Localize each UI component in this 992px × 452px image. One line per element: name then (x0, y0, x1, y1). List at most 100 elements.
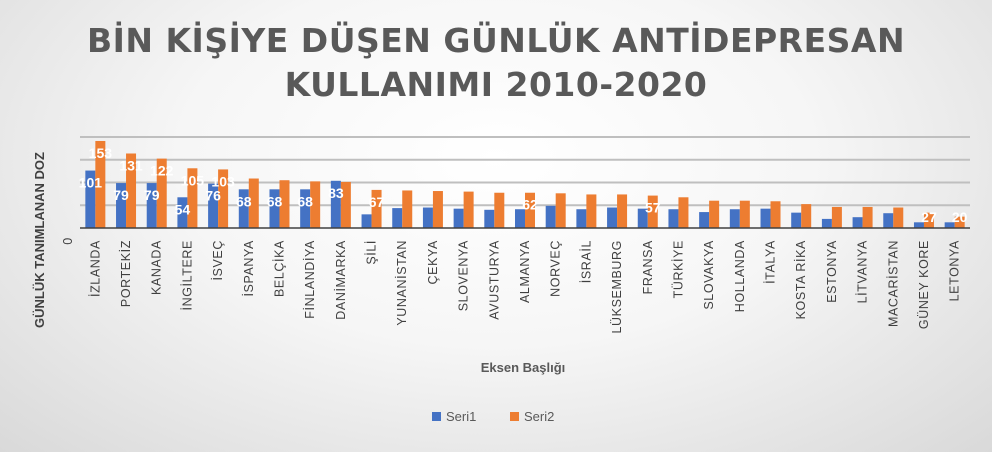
bar-seri2-28 (923, 212, 934, 228)
bar-seri1-24 (791, 212, 802, 228)
bar-seri2-3 (156, 158, 167, 228)
category-tick-label: FİNLANDİYA (303, 240, 317, 319)
bar-seri2-17 (586, 194, 597, 228)
category-tick-label: İTALYA (764, 240, 778, 284)
bar-seri1-1 (85, 170, 96, 228)
data-label-seri1-2: 79 (113, 187, 129, 203)
bar-seri2-27 (893, 207, 904, 228)
bar-seri2-15 (525, 192, 535, 228)
data-label-seri1-6: 68 (236, 193, 252, 209)
bar-seri1-21 (699, 212, 710, 228)
bar-seri1-15 (515, 209, 525, 228)
bar-seri2-24 (801, 204, 812, 228)
bar-seri2-19 (647, 195, 658, 228)
category-tick-label: LETONYA (948, 240, 962, 301)
category-tick-label: GÜNEY KORE (917, 240, 931, 329)
bar-seri2-2 (126, 153, 137, 228)
bar-seri1-20 (668, 209, 679, 228)
category-tick-label: YUNANİSTAN (395, 240, 409, 326)
category-tick-label: KANADA (150, 240, 164, 295)
category-tick-label: HOLLANDA (733, 240, 747, 312)
bar-seri1-10 (361, 214, 372, 228)
bar-seri1-28 (913, 222, 924, 228)
legend-swatch-seri1 (432, 412, 441, 421)
bar-seri2-29 (954, 216, 965, 228)
category-tick-label: İNGİLTERE (180, 240, 194, 310)
category-tick-label: ŞİLİ (365, 240, 379, 265)
legend: Seri1 Seri2 (432, 409, 554, 424)
category-tick-label: TÜRKİYE (671, 240, 685, 298)
data-label-seri2-10: 67 (369, 194, 385, 210)
bar-seri2-8 (310, 181, 321, 228)
data-label-seri1-4: 54 (175, 201, 191, 217)
data-label-seri2-1: 153 (89, 145, 113, 161)
category-tick-label: İSPANYA (242, 240, 256, 297)
bar-seri2-7 (279, 180, 290, 228)
bar-seri1-7 (269, 189, 280, 228)
bar-seri1-3 (146, 183, 157, 228)
category-tick-label: BELÇİKA (272, 240, 286, 297)
y-tick-label: 0 (61, 237, 75, 245)
bar-seri2-13 (463, 191, 474, 228)
category-tick-label: ESTONYA (825, 240, 839, 303)
bar-seri2-25 (831, 206, 842, 228)
data-label-seri1-8: 68 (297, 193, 313, 209)
data-label-seri2-28: 27 (921, 209, 937, 225)
data-label-seri1-3: 79 (144, 187, 160, 203)
bar-seri1-12 (422, 207, 433, 228)
category-tick-label: NORVEÇ (549, 240, 563, 297)
bar-seri1-4 (177, 197, 188, 228)
bar-seri2-26 (862, 206, 873, 228)
bar-seri2-20 (678, 197, 689, 228)
data-label-seri1-9: 83 (328, 185, 344, 201)
category-tick-label: SLOVENYA (457, 240, 471, 311)
bar-seri2-16 (555, 193, 566, 228)
chart-title-line-2: KULLANIMI 2010-2020 (285, 65, 708, 104)
legend-swatch-seri2 (510, 412, 519, 421)
y-axis-title: GÜNLÜK TANIMLANAN DOZ (32, 152, 47, 328)
bar-seri1-6 (238, 189, 249, 228)
chart-title-line-1: BİN KİŞİYE DÜŞEN GÜNLÜK ANTİDEPRESAN (87, 20, 905, 60)
bar-seri1-8 (300, 189, 311, 228)
data-label-seri2-4: 105 (181, 172, 205, 188)
bar-seri1-17 (576, 209, 587, 228)
category-tick-label: ÇEKYA (426, 240, 440, 285)
bar-seri2-14 (494, 192, 505, 228)
legend-label-seri1: Seri1 (446, 409, 476, 424)
category-ticks: İZLANDA PORTEKİZ KANADA İNGİLTERE İSVEÇ İSPAN… (88, 240, 961, 334)
bar-seri2-23 (770, 201, 781, 228)
category-tick-label: LİTVANYA (856, 240, 870, 303)
bar-seri1-19 (637, 208, 648, 228)
category-tick-label: KOSTA RİKA (794, 240, 808, 319)
bars (85, 140, 965, 228)
data-label-seri2-2: 131 (119, 157, 143, 173)
bar-seri1-22 (729, 209, 740, 228)
data-label-seri2-5: 103 (211, 173, 235, 189)
category-tick-label: DANİMARKA (334, 240, 348, 320)
bar-seri2-6 (248, 178, 259, 228)
category-tick-label: İSVEÇ (211, 240, 225, 281)
bar-seri2-1 (95, 140, 106, 228)
bar-seri1-26 (852, 217, 863, 228)
bar-seri1-23 (760, 208, 771, 228)
x-axis-title: Eksen Başlığı (481, 360, 566, 375)
bar-seri1-2 (116, 183, 127, 228)
legend-label-seri2: Seri2 (524, 409, 554, 424)
bar-seri2-22 (739, 200, 750, 228)
bar-seri2-5 (218, 169, 229, 228)
bar-seri1-14 (484, 209, 495, 228)
bar-seri2-11 (402, 190, 413, 228)
bar-seri1-29 (944, 222, 955, 228)
bar-seri2-9 (340, 181, 351, 228)
data-label-seri2-29: 20 (952, 209, 968, 225)
category-tick-label: AVUSTURYA (487, 240, 501, 320)
category-tick-label: FRANSA (641, 240, 655, 294)
category-tick-label: SLOVAKYA (702, 240, 716, 310)
bar-seri1-16 (545, 205, 556, 228)
bar-seri1-27 (883, 213, 894, 228)
bar-seri1-18 (607, 207, 618, 228)
bar-seri1-5 (208, 183, 219, 228)
bar-seri2-21 (709, 200, 720, 228)
